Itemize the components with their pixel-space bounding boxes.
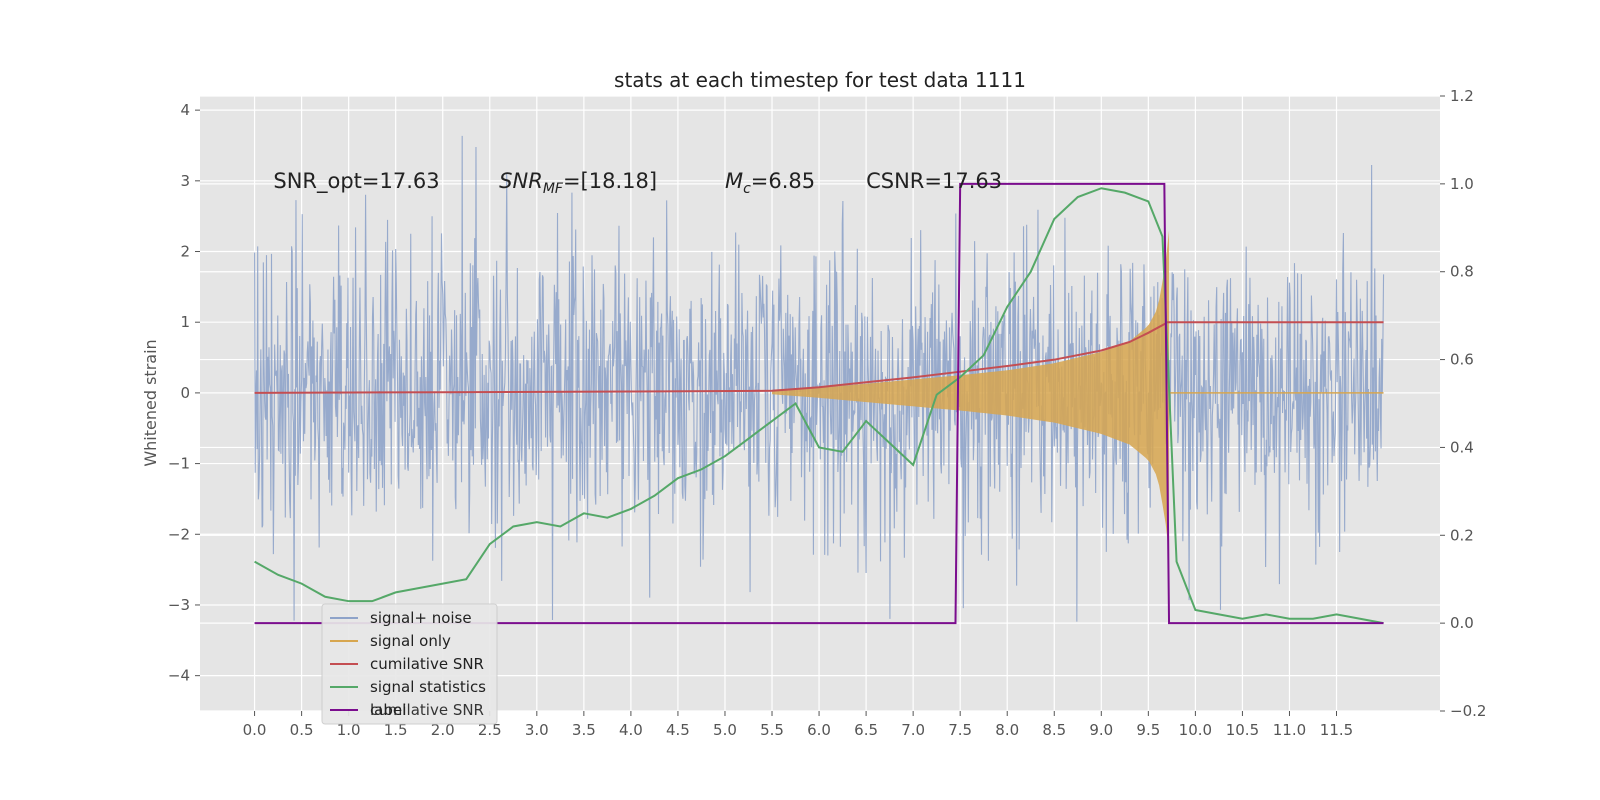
x-tick-label: 8.5 [1042,721,1066,739]
annotations: SNR_opt=17.63 SNRMF=[18.18] Mc=6.85 CSNR=17… [273,169,1002,197]
legend: cumilative SNR signal+ noise signal only cu… [321,603,498,725]
y-right-tick-label: 0.2 [1450,526,1474,544]
x-tick-label: 11.0 [1273,721,1306,739]
x-tick-label: 6.0 [807,721,831,739]
x-tick-label: 10.0 [1179,721,1212,739]
x-tick-label: 9.5 [1136,721,1160,739]
series-line-cumilative-snr [254,321,1384,394]
annotation: SNRMF=[18.18] [499,169,657,197]
y-right-tick-label: 0.4 [1450,438,1474,456]
series-line-signal-statistics [254,187,1384,625]
series-line-label [254,182,1384,625]
annotation: Mc=6.85 [725,169,815,197]
x-tick-label: 9.0 [1089,721,1113,739]
x-tick-label: 3.5 [572,721,596,739]
y-tick-label: −1 [168,455,190,473]
y-right-tick-label: −0.2 [1450,702,1486,720]
y-tick-label: −2 [168,525,190,543]
series-lines [254,182,1384,625]
y-right-tick-label: 0.8 [1450,263,1474,281]
x-tick-label: 11.5 [1320,721,1353,739]
y-tick-label: −3 [168,596,190,614]
legend-label: signal statistics [370,678,486,696]
x-tick-label: 10.5 [1226,721,1259,739]
y-tick-label: 3 [180,172,190,190]
y-tick-label: −4 [168,667,190,685]
signal-only-envelope [772,230,1170,556]
x-tick-label: 0.0 [243,721,267,739]
x-tick-label: 5.0 [713,721,737,739]
y-axis-label: Whitened strain [141,339,160,466]
x-tick-label: 8.0 [995,721,1019,739]
y-tick-label: 1 [180,313,190,331]
y-right-tick-label: 0.0 [1450,614,1474,632]
axis-ticks: 0.0 0.5 1.0 1.5 2.0 2.5 3.0 3.5 4.0 4.5 5.0 5.5 6.0 6… [168,87,1487,739]
x-tick-label: 2.0 [431,721,455,739]
chart-title: stats at each timestep for test data 111… [614,68,1026,92]
legend-label: signal only [370,632,451,650]
series-signal-only [772,230,1384,556]
x-tick-label: 1.5 [384,721,408,739]
x-tick-label: 0.5 [290,721,314,739]
x-tick-label: 7.0 [901,721,925,739]
x-tick-label: 2.5 [478,721,502,739]
y-tick-label: 2 [180,243,190,261]
legend-label: signal+ noise [370,609,472,627]
x-tick-label: 4.0 [619,721,643,739]
x-tick-label: 4.5 [666,721,690,739]
annotation: SNR_opt=17.63 [273,169,439,194]
y-right-tick-label: 1.0 [1450,175,1474,193]
annotation: CSNR=17.63 [866,169,1002,193]
y-tick-label: 0 [180,384,190,402]
x-tick-label: 1.0 [337,721,361,739]
x-tick-label: 7.5 [948,721,972,739]
legend-label: cumilative SNR [370,655,484,673]
x-tick-label: 6.5 [854,721,878,739]
x-tick-label: 5.5 [760,721,784,739]
legend-label: label [370,701,406,719]
y-right-tick-label: 1.2 [1450,87,1474,105]
y-tick-label: 4 [180,101,190,119]
y-right-tick-label: 0.6 [1450,351,1474,369]
legend-box [321,603,498,725]
x-tick-label: 3.0 [525,721,549,739]
legend-ghost-text: cumilative SNR [370,701,484,719]
